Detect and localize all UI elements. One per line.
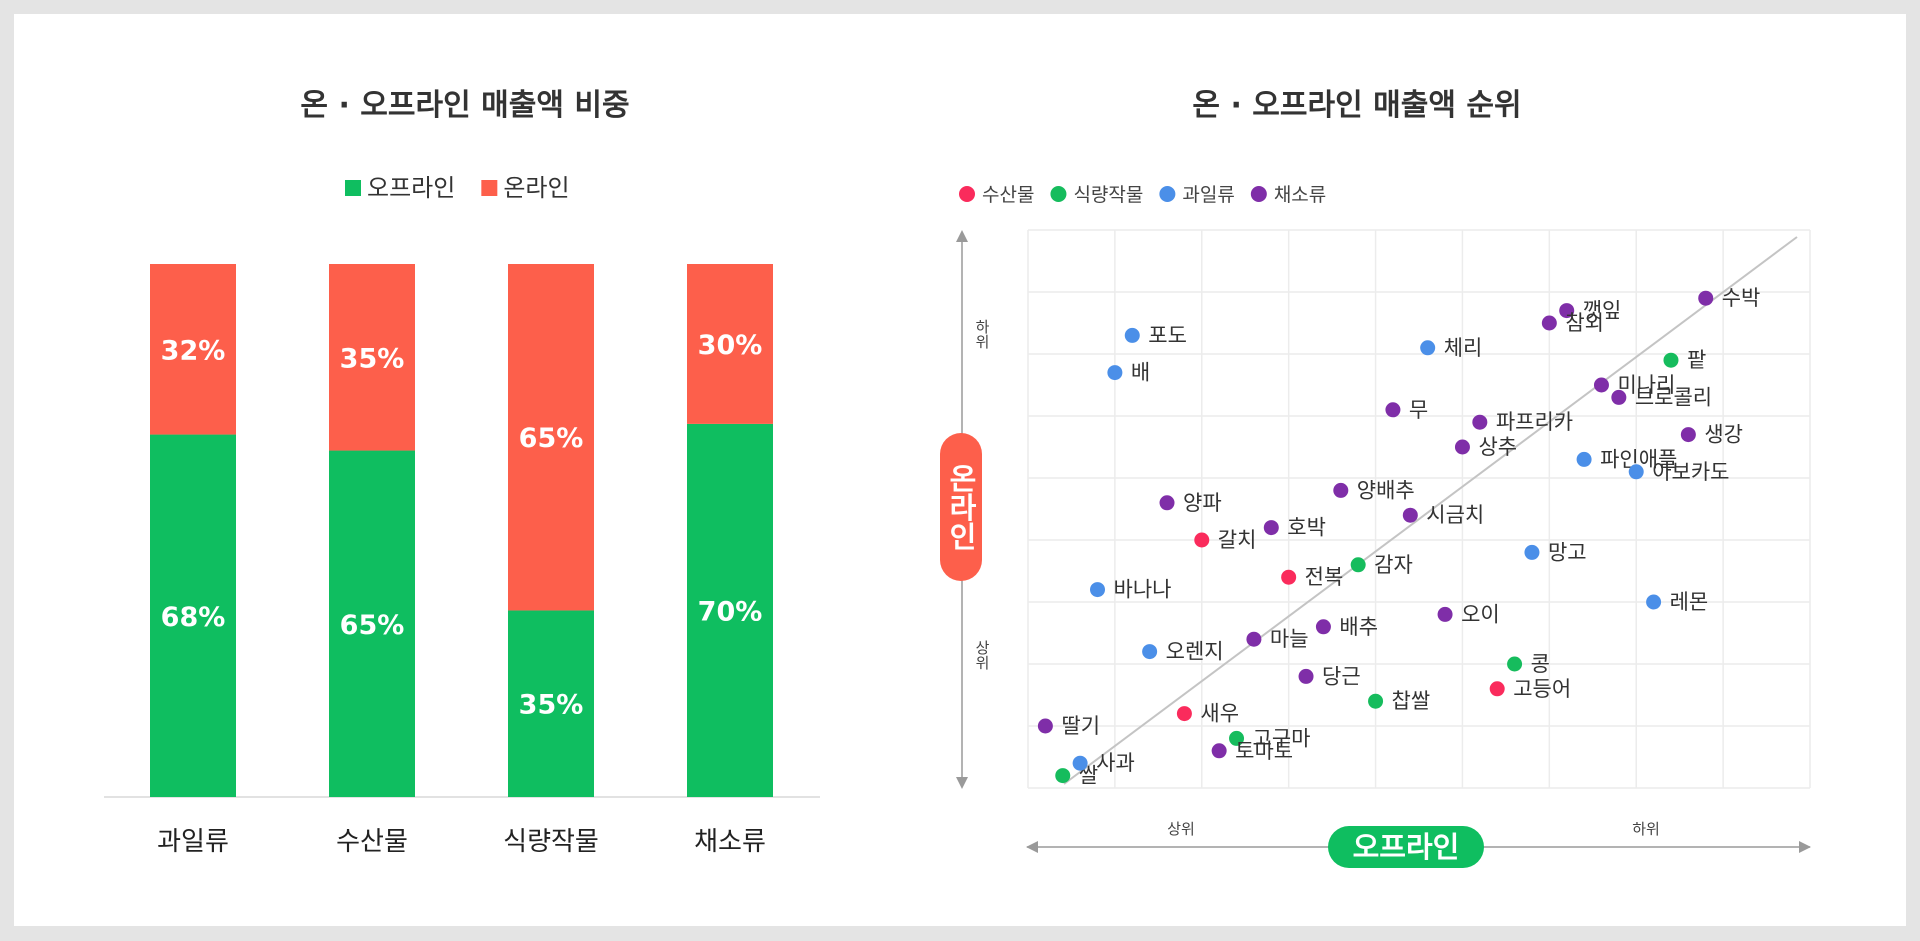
bar-segment (329, 264, 415, 451)
bar-value-label: 32% (161, 335, 226, 366)
x-tick-label: 수산물 (336, 827, 408, 857)
legend-label-0: 오프라인 (367, 174, 455, 202)
bar-value-label: 35% (340, 343, 405, 374)
bar-value-label: 70% (698, 596, 763, 627)
bar-segment (150, 434, 236, 797)
bar-legend: 오프라인 온라인 (345, 174, 570, 202)
x-tick-label: 식량작물 (503, 827, 599, 857)
bar-segment (150, 264, 236, 435)
bar-value-label: 65% (519, 423, 584, 454)
bar-value-label: 68% (161, 602, 226, 633)
bar-segment (508, 264, 594, 611)
bar-segment (687, 423, 773, 797)
bar-value-label: 65% (340, 610, 405, 641)
legend-label-1: 온라인 (503, 174, 569, 202)
bar-value-label: 30% (698, 330, 763, 361)
x-tick-label: 과일류 (157, 827, 229, 857)
bar-chart-title: 온 · 오프라인 매출액 비중 (300, 88, 629, 123)
bar-segment (329, 450, 415, 797)
bar-segment (508, 610, 594, 797)
x-tick-label: 채소류 (694, 827, 766, 857)
bar-value-label: 35% (519, 690, 584, 721)
bar-segment (687, 264, 773, 424)
legend-swatch-1 (481, 180, 498, 196)
bars-group: 68% 32% 과일류 65% 35% 수산물 35% 65% 식량작물 70% 30% 채소류 (150, 264, 773, 857)
stacked-bar-chart: 온 · 오프라인 매출액 비중 오프라인 온라인 68% 32% 과일류 65% 35% 수… (104, 88, 820, 857)
legend-swatch-0 (345, 180, 361, 196)
